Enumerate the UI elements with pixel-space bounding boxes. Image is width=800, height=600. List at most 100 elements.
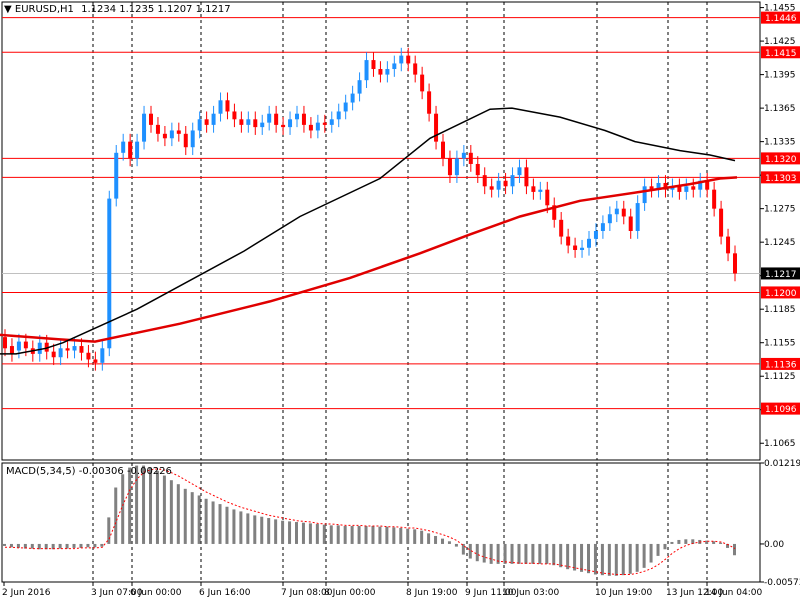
macd-bar [691, 539, 695, 544]
candle-body [37, 342, 42, 354]
macd-bar [406, 528, 410, 544]
y-tick-label: 1.1065 [764, 439, 796, 449]
macd-bar [9, 543, 13, 548]
candle-body [719, 208, 724, 237]
candle-body [107, 198, 112, 349]
macd-bar [114, 487, 118, 544]
candle-body [197, 119, 202, 131]
candle-body [357, 80, 362, 94]
macd-bar [559, 543, 563, 568]
candle-body [475, 163, 480, 176]
candle-body [9, 346, 14, 354]
ohlc-readout: 1.1234 1.1235 1.1207 1.1217 [81, 4, 231, 15]
y-tick-label: 1.1335 [764, 138, 796, 148]
macd-bar [399, 528, 403, 544]
macd-y-tick-label: -0.00573 [764, 578, 800, 588]
macd-bar [190, 492, 194, 544]
candle-body [3, 337, 7, 349]
collapse-arrow-icon[interactable]: ▼ [4, 4, 12, 15]
macd-pane-frame [1, 462, 761, 583]
macd-bar [44, 543, 48, 550]
candle-body [93, 359, 98, 363]
macd-bar [253, 515, 257, 544]
macd-bar [315, 524, 319, 544]
macd-main-value: -0.00306 [78, 466, 124, 477]
macd-bar [420, 530, 424, 544]
candle-body [225, 100, 230, 112]
macd-bar [552, 543, 556, 566]
candle-body [628, 216, 633, 231]
macd-bar [635, 543, 639, 572]
candle-body [621, 208, 626, 217]
level-tag [761, 46, 800, 59]
current-price-tag [761, 267, 800, 280]
candle-body [434, 113, 439, 142]
candle-body [461, 152, 466, 159]
macd-bar [51, 543, 55, 550]
candle-body [260, 122, 265, 128]
candle-body [607, 214, 612, 224]
macd-bar [37, 543, 41, 550]
macd-bar [16, 543, 20, 548]
candle-body [121, 141, 126, 153]
macd-bar [580, 543, 584, 572]
macd-bar [100, 543, 104, 547]
macd-bar [447, 541, 451, 544]
candle-body [392, 63, 397, 70]
x-tick-label: 2 Jun 2016 [2, 588, 51, 598]
level-tag [761, 286, 800, 299]
y-tick-label: 1.1155 [764, 339, 796, 349]
macd-bar [176, 484, 180, 544]
macd-bar [301, 522, 305, 544]
candle-body [587, 238, 591, 248]
candle-body [162, 133, 167, 139]
macd-bar [350, 526, 354, 544]
macd-bar [128, 467, 132, 544]
macd-bar [308, 523, 312, 544]
macd-bar [378, 526, 382, 544]
macd-bar [65, 543, 69, 549]
macd-bar [614, 543, 618, 576]
candle-body [642, 186, 647, 204]
macd-bar [204, 498, 208, 544]
x-tick-label: 8 Jun 19:00 [406, 588, 458, 598]
candle-body [580, 247, 585, 250]
candle-body [454, 158, 459, 176]
candle-body [420, 74, 425, 92]
macd-bar [274, 519, 278, 544]
level-tag [761, 11, 800, 24]
candle-body [635, 203, 640, 231]
macd-bar [72, 543, 76, 548]
level-tag-label: 1.1320 [765, 155, 797, 165]
macd-bar [656, 543, 660, 556]
candle-body [218, 100, 223, 114]
y-tick-label: 1.1455 [764, 4, 796, 14]
y-tick-label: 1.1395 [764, 71, 796, 81]
candle-body [336, 111, 341, 120]
candle-body [308, 124, 313, 131]
level-tag-label: 1.1136 [765, 360, 797, 370]
macd-bar [343, 526, 347, 544]
x-tick-label: 7 Jun 08:00 [281, 588, 333, 598]
macd-bar [162, 475, 166, 544]
macd-bar [79, 543, 83, 548]
candle-body [406, 55, 411, 64]
macd-bar [649, 543, 653, 563]
macd-bar [329, 525, 333, 544]
current-price-label: 1.1217 [765, 270, 797, 280]
x-tick-label: 13 Jun 12:00 [666, 588, 723, 598]
macd-bar [357, 526, 361, 544]
candle-body [155, 124, 160, 134]
candle-body [712, 189, 717, 209]
candle-body [232, 111, 237, 120]
level-tag [761, 152, 800, 165]
candle-body [427, 91, 432, 114]
macd-bar [371, 526, 375, 544]
candle-body [149, 113, 153, 125]
macd-bar [475, 543, 479, 562]
candle-body [496, 180, 501, 190]
candle-body [86, 352, 91, 360]
candle-body [281, 124, 286, 128]
